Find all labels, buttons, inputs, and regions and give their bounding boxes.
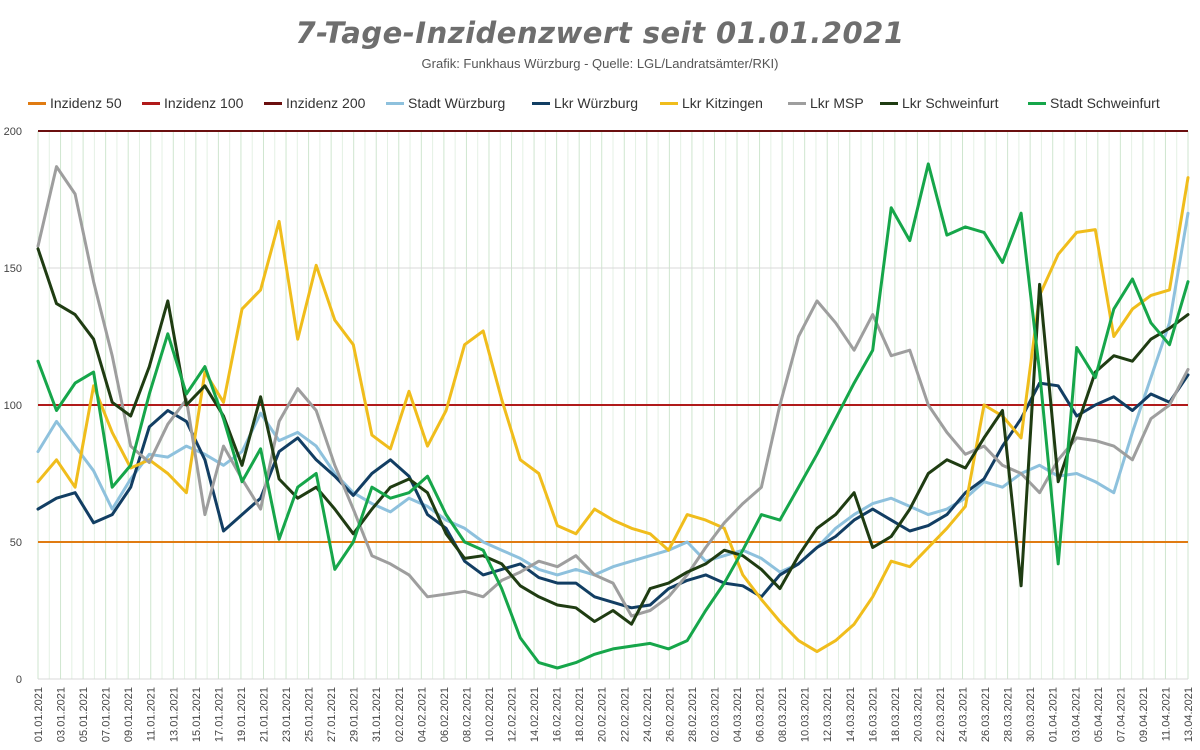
chart-legend: Inzidenz 50 Inzidenz 100 Inzidenz 200 St… [18,95,1198,117]
x-tick-label: 22.02.2021 [619,687,631,742]
x-tick-label: 06.03.2021 [755,687,767,742]
x-tick-label: 28.02.2021 [687,687,699,742]
x-tick-label: 26.02.2021 [664,687,676,742]
y-tick-label: 0 [16,674,22,686]
legend-label: Inzidenz 200 [286,95,366,111]
x-tick-label: 07.04.2021 [1115,687,1127,742]
x-tick-label: 05.04.2021 [1093,687,1105,742]
legend-item-stadt-schweinfurt: Stadt Schweinfurt [1028,95,1160,111]
legend-label: Stadt Würzburg [408,95,506,111]
x-tick-label: 26.03.2021 [980,687,992,742]
y-tick-label: 100 [4,400,22,412]
chart-title: 7-Tage-Inzidenzwert seit 01.01.2021 [295,16,905,50]
x-tick-label: 25.01.2021 [304,687,316,742]
x-tick-label: 24.02.2021 [642,687,654,742]
y-tick-label: 150 [4,263,22,275]
x-tick-label: 11.01.2021 [146,687,158,741]
x-tick-label: 11.04.2021 [1160,687,1172,741]
x-tick-label: 12.03.2021 [822,687,834,742]
legend-label: Lkr Schweinfurt [902,95,999,111]
x-tick-label: 18.03.2021 [890,687,902,742]
x-tick-label: 12.02.2021 [507,687,519,742]
legend-swatch [660,101,678,105]
series-line [36,211,1190,577]
legend-swatch [880,101,898,105]
x-tick-label: 04.02.2021 [416,687,428,742]
x-tick-label: 13.04.2021 [1183,687,1195,742]
x-tick-label: 21.01.2021 [258,687,270,742]
x-tick-label: 14.03.2021 [845,687,857,742]
x-tick-label: 03.04.2021 [1070,687,1082,742]
y-tick-label: 50 [10,537,22,549]
x-tick-label: 19.01.2021 [236,687,248,742]
x-tick-label: 30.03.2021 [1025,687,1037,742]
x-tick-label: 16.03.2021 [867,687,879,742]
x-tick-label: 16.02.2021 [552,687,564,742]
x-tick-label: 01.04.2021 [1048,687,1060,742]
chart-subtitle: Grafik: Funkhaus Würzburg - Quelle: LGL/… [421,56,779,71]
legend-swatch [264,101,282,105]
x-tick-label: 10.03.2021 [800,687,812,742]
legend-label: Lkr MSP [810,95,864,111]
legend-item-lkr-wuerzburg: Lkr Würzburg [532,95,638,111]
x-tick-label: 04.03.2021 [732,687,744,742]
x-tick-label: 06.02.2021 [439,687,451,742]
legend-label: Inzidenz 100 [164,95,244,111]
x-tick-label: 23.01.2021 [281,687,293,742]
x-tick-label: 08.03.2021 [777,687,789,742]
x-tick-label: 28.03.2021 [1003,687,1015,742]
series-line [36,247,1190,626]
x-tick-label: 29.01.2021 [349,687,361,742]
series-line [36,176,1190,654]
x-tick-label: 18.02.2021 [574,687,586,742]
x-tick-label: 09.01.2021 [123,687,135,742]
x-tick-label: 08.02.2021 [461,687,473,742]
x-tick-label: 09.04.2021 [1138,687,1150,742]
legend-swatch [1028,101,1046,105]
x-tick-label: 05.01.2021 [78,687,90,742]
legend-item-lkr-msp: Lkr MSP [788,95,864,111]
x-tick-label: 03.01.2021 [56,687,68,742]
x-tick-label: 13.01.2021 [168,687,180,742]
legend-swatch [532,101,550,105]
legend-item-lkr-schweinfurt: Lkr Schweinfurt [880,95,998,111]
legend-item-lkr-kitzingen: Lkr Kitzingen [660,95,763,111]
series-line [36,165,1190,618]
x-tick-label: 31.01.2021 [371,687,383,742]
x-tick-label: 01.01.2021 [33,687,45,742]
legend-label: Stadt Schweinfurt [1050,95,1160,111]
legend-swatch [386,101,404,105]
legend-item-inzidenz-200: Inzidenz 200 [264,95,365,111]
x-tick-label: 02.03.2021 [709,687,721,742]
x-tick-label: 15.01.2021 [191,687,203,742]
legend-swatch [28,101,46,105]
legend-label: Lkr Kitzingen [682,95,763,111]
legend-swatch [788,101,806,105]
x-tick-label: 02.02.2021 [394,687,406,742]
legend-item-inzidenz-50: Inzidenz 50 [28,95,122,111]
x-tick-label: 20.03.2021 [912,687,924,742]
legend-label: Inzidenz 50 [50,95,122,111]
x-tick-label: 20.02.2021 [597,687,609,742]
legend-item-inzidenz-100: Inzidenz 100 [142,95,243,111]
x-tick-label: 27.01.2021 [326,687,338,742]
legend-item-stadt-wuerzburg: Stadt Würzburg [386,95,505,111]
x-tick-label: 22.03.2021 [935,687,947,742]
x-tick-label: 07.01.2021 [101,687,113,742]
x-tick-label: 24.03.2021 [958,687,970,742]
legend-swatch [142,101,160,105]
legend-label: Lkr Würzburg [554,95,639,111]
x-tick-label: 10.02.2021 [484,687,496,742]
x-tick-label: 17.01.2021 [213,687,225,742]
y-tick-label: 200 [4,126,22,138]
series-line [36,162,1190,670]
x-tick-label: 14.02.2021 [529,687,541,742]
